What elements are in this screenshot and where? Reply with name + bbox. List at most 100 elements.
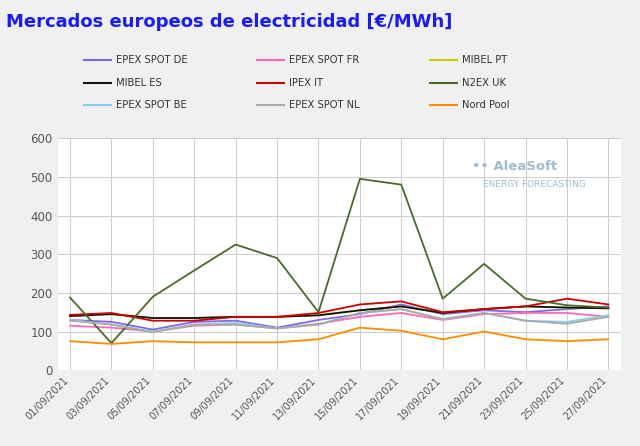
N2EX UK bbox=[315, 310, 323, 315]
EPEX SPOT FR bbox=[232, 322, 239, 327]
Nord Pool bbox=[439, 337, 447, 342]
Text: EPEX SPOT FR: EPEX SPOT FR bbox=[289, 55, 360, 65]
EPEX SPOT DE bbox=[149, 327, 157, 332]
MIBEL PT bbox=[439, 310, 447, 316]
Text: Mercados europeos de electricidad [€/MWh]: Mercados europeos de electricidad [€/MWh… bbox=[6, 13, 452, 31]
MIBEL ES bbox=[66, 314, 74, 319]
Nord Pool bbox=[66, 339, 74, 344]
N2EX UK bbox=[66, 295, 74, 300]
Text: MIBEL ES: MIBEL ES bbox=[116, 78, 162, 87]
MIBEL ES bbox=[108, 311, 115, 317]
MIBEL ES bbox=[315, 313, 323, 318]
EPEX SPOT FR bbox=[563, 310, 571, 316]
EPEX SPOT BE bbox=[356, 310, 364, 316]
IPEX IT bbox=[356, 302, 364, 307]
N2EX UK bbox=[356, 176, 364, 182]
EPEX SPOT DE bbox=[232, 318, 239, 323]
Line: Nord Pool: Nord Pool bbox=[70, 328, 609, 344]
Nord Pool bbox=[356, 325, 364, 330]
MIBEL PT bbox=[315, 313, 323, 318]
EPEX SPOT DE bbox=[356, 311, 364, 317]
MIBEL PT bbox=[191, 315, 198, 321]
N2EX UK bbox=[191, 268, 198, 273]
EPEX SPOT DE bbox=[191, 319, 198, 325]
MIBEL ES bbox=[273, 314, 281, 319]
EPEX SPOT FR bbox=[108, 325, 115, 330]
MIBEL ES bbox=[232, 314, 239, 319]
IPEX IT bbox=[191, 318, 198, 323]
IPEX IT bbox=[605, 302, 612, 307]
Line: MIBEL ES: MIBEL ES bbox=[70, 306, 609, 318]
EPEX SPOT FR bbox=[356, 314, 364, 319]
IPEX IT bbox=[66, 312, 74, 318]
MIBEL ES bbox=[480, 306, 488, 312]
IPEX IT bbox=[108, 310, 115, 316]
Text: ENERGY FORECASTING: ENERGY FORECASTING bbox=[483, 180, 586, 189]
Line: MIBEL PT: MIBEL PT bbox=[70, 306, 609, 318]
EPEX SPOT FR bbox=[315, 321, 323, 326]
EPEX SPOT NL bbox=[563, 321, 571, 326]
MIBEL PT bbox=[66, 314, 74, 319]
IPEX IT bbox=[315, 310, 323, 316]
MIBEL PT bbox=[522, 304, 529, 309]
Text: EPEX SPOT NL: EPEX SPOT NL bbox=[289, 100, 360, 110]
EPEX SPOT NL bbox=[232, 322, 239, 327]
Nord Pool bbox=[191, 340, 198, 345]
IPEX IT bbox=[563, 296, 571, 301]
EPEX SPOT FR bbox=[397, 310, 405, 316]
N2EX UK bbox=[273, 256, 281, 261]
Line: EPEX SPOT BE: EPEX SPOT BE bbox=[70, 309, 609, 331]
EPEX SPOT BE bbox=[480, 310, 488, 316]
MIBEL PT bbox=[149, 315, 157, 321]
Text: MIBEL PT: MIBEL PT bbox=[462, 55, 508, 65]
EPEX SPOT NL bbox=[439, 317, 447, 322]
EPEX SPOT DE bbox=[605, 304, 612, 309]
MIBEL PT bbox=[563, 305, 571, 310]
EPEX SPOT NL bbox=[480, 310, 488, 316]
MIBEL PT bbox=[273, 314, 281, 319]
IPEX IT bbox=[232, 314, 239, 319]
EPEX SPOT BE bbox=[149, 329, 157, 334]
MIBEL ES bbox=[563, 305, 571, 310]
Text: N2EX UK: N2EX UK bbox=[462, 78, 506, 87]
Nord Pool bbox=[315, 337, 323, 342]
EPEX SPOT NL bbox=[397, 306, 405, 312]
EPEX SPOT BE bbox=[66, 317, 74, 322]
EPEX SPOT NL bbox=[66, 318, 74, 323]
MIBEL ES bbox=[522, 304, 529, 309]
MIBEL PT bbox=[480, 306, 488, 312]
EPEX SPOT BE bbox=[522, 318, 529, 323]
Nord Pool bbox=[522, 337, 529, 342]
Nord Pool bbox=[563, 339, 571, 344]
EPEX SPOT NL bbox=[149, 330, 157, 335]
IPEX IT bbox=[397, 299, 405, 304]
Nord Pool bbox=[232, 340, 239, 345]
MIBEL ES bbox=[191, 315, 198, 321]
MIBEL PT bbox=[605, 306, 612, 311]
Line: IPEX IT: IPEX IT bbox=[70, 299, 609, 321]
Line: N2EX UK: N2EX UK bbox=[70, 179, 609, 343]
EPEX SPOT NL bbox=[605, 314, 612, 319]
Nord Pool bbox=[149, 339, 157, 344]
Nord Pool bbox=[605, 337, 612, 342]
EPEX SPOT NL bbox=[522, 318, 529, 323]
N2EX UK bbox=[605, 305, 612, 310]
EPEX SPOT BE bbox=[605, 313, 612, 318]
MIBEL PT bbox=[356, 308, 364, 313]
Line: EPEX SPOT DE: EPEX SPOT DE bbox=[70, 305, 609, 330]
IPEX IT bbox=[480, 306, 488, 312]
Nord Pool bbox=[480, 329, 488, 334]
EPEX SPOT FR bbox=[66, 323, 74, 328]
EPEX SPOT FR bbox=[605, 314, 612, 319]
EPEX SPOT BE bbox=[397, 306, 405, 312]
EPEX SPOT DE bbox=[273, 325, 281, 330]
N2EX UK bbox=[480, 261, 488, 267]
EPEX SPOT DE bbox=[315, 317, 323, 322]
Text: •• AleaSoft: •• AleaSoft bbox=[472, 160, 557, 173]
Text: EPEX SPOT BE: EPEX SPOT BE bbox=[116, 100, 188, 110]
EPEX SPOT NL bbox=[356, 310, 364, 316]
Text: IPEX IT: IPEX IT bbox=[289, 78, 323, 87]
EPEX SPOT NL bbox=[108, 322, 115, 327]
EPEX SPOT FR bbox=[191, 323, 198, 328]
Text: Nord Pool: Nord Pool bbox=[462, 100, 509, 110]
